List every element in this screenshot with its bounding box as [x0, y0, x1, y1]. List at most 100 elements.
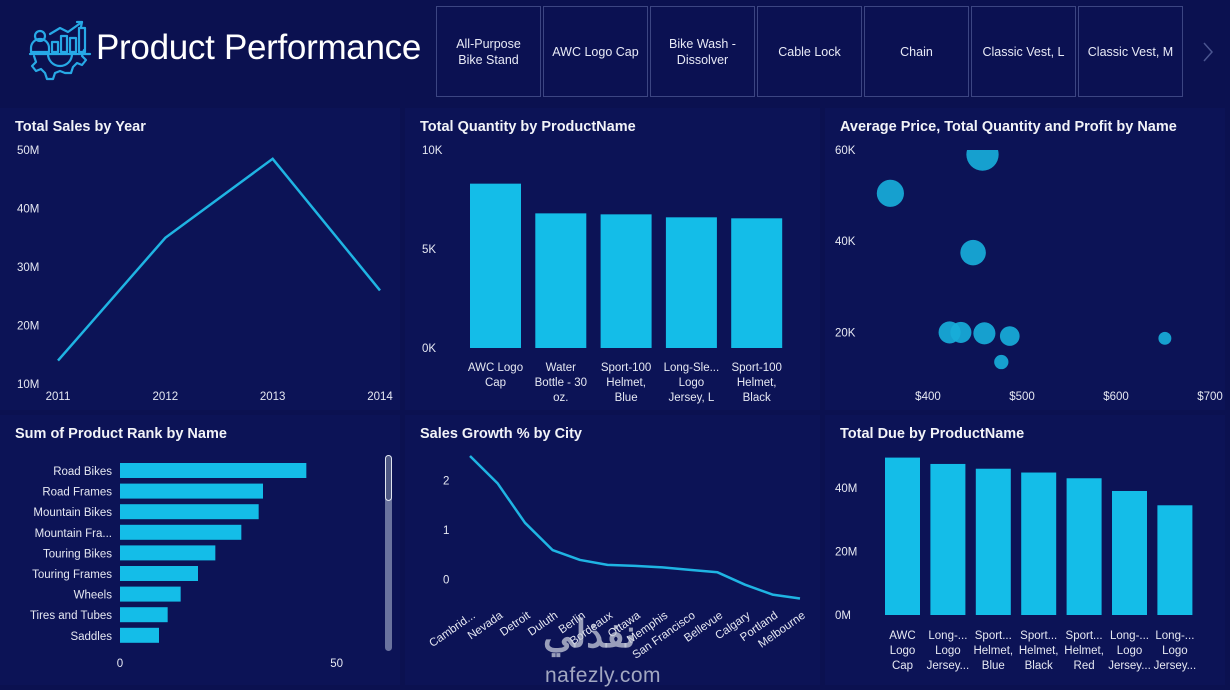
y-tick-label: 10M: [17, 379, 39, 391]
y-tick-label: 5K: [422, 244, 436, 256]
category-label: Long-...: [1110, 630, 1149, 642]
scrollbar-thumb[interactable]: [385, 455, 392, 501]
panel-title: Average Price, Total Quantity and Profit…: [840, 119, 1177, 135]
bar: [470, 183, 521, 348]
category-label: Logo: [1117, 645, 1143, 657]
category-label: Helmet,: [1064, 645, 1104, 657]
slicer-item[interactable]: Classic Vest, M: [1078, 6, 1183, 97]
slicer-item[interactable]: Bike Wash - Dissolver: [650, 6, 755, 97]
category-label: Wheels: [74, 590, 113, 602]
x-tick-label: 0: [117, 658, 123, 670]
bar: [1112, 490, 1147, 615]
quantity-by-product-chart: 0K 5K 10K AWC Logo Cap Water Bottle - 30 oz. Spo…: [422, 145, 783, 404]
category-label: AWC Logo: [468, 362, 523, 374]
quantity-by-product-panel: Total Quantity by ProductName 0K 5K 10K AWC…: [405, 108, 820, 410]
category-label: Sport-100: [601, 362, 652, 374]
y-tick-label: 10K: [422, 145, 443, 157]
category-label: Sport...: [1020, 630, 1057, 642]
category-label: Water: [546, 362, 576, 374]
panel-title: Sales Growth % by City: [420, 426, 582, 442]
slicer-item[interactable]: Chain: [864, 6, 969, 97]
category-label: Long-...: [1155, 630, 1194, 642]
x-tick-label: Duluth: [526, 610, 560, 639]
bar: [1066, 478, 1102, 615]
x-tick-label: 2011: [46, 391, 71, 403]
bar: [975, 468, 1011, 615]
category-label: Blue: [615, 392, 638, 404]
slicer-item-label: Cable Lock: [778, 44, 841, 59]
slicer-item[interactable]: All-Purpose Bike Stand: [436, 6, 541, 97]
bar: [120, 463, 307, 478]
category-label: Sport-100: [731, 362, 782, 374]
bar: [120, 627, 159, 643]
category-label: Touring Bikes: [43, 548, 112, 560]
y-tick-label: 20M: [17, 321, 39, 333]
y-tick-label: 50M: [17, 145, 39, 157]
slicer-item[interactable]: Cable Lock: [757, 6, 862, 97]
category-label: Logo: [679, 377, 705, 389]
x-tick-label: $400: [915, 391, 941, 403]
y-tick-label: 0: [443, 575, 449, 587]
bar: [885, 457, 920, 615]
growth-by-city-chart: 012Cambrid...NevadaDetroitDuluthBerlinBo…: [427, 455, 808, 662]
category-label: Black: [743, 392, 771, 404]
slicer-item-label: Bike Wash - Dissolver: [669, 36, 736, 67]
y-tick-label: 30M: [17, 262, 39, 274]
slicer-item-label: Classic Vest, L: [982, 44, 1065, 59]
category-label: Tires and Tubes: [30, 610, 112, 622]
category-label: Helmet,: [737, 377, 777, 389]
slicer-item-label: AWC Logo Cap: [552, 44, 639, 59]
vertical-scrollbar[interactable]: [385, 455, 392, 651]
panel-title: Total Sales by Year: [15, 119, 146, 135]
category-label: Logo: [890, 645, 916, 657]
price-qty-profit-chart: 20K 40K 60K $400 $500 $600 $700: [835, 145, 1223, 403]
bubble: [966, 150, 999, 171]
y-tick-label: 40K: [835, 236, 856, 248]
chevron-right-icon[interactable]: [1200, 40, 1216, 64]
due-by-product-panel: Total Due by ProductName 0M 20M 40M AWC Logo…: [825, 415, 1225, 685]
bar: [535, 213, 587, 348]
panel-title: Total Due by ProductName: [840, 426, 1025, 442]
sales-by-year-panel: Total Sales by Year 10M 20M 30M 40M 50M 2011 2…: [0, 108, 400, 410]
page-title: Product Performance: [96, 28, 422, 67]
rank-by-name-chart: Road Bikes Road Frames Mountain Bikes Mount…: [30, 463, 343, 670]
bubble: [960, 239, 986, 266]
category-label: Sport...: [1066, 630, 1103, 642]
category-label: Road Frames: [42, 487, 112, 499]
bar: [120, 504, 259, 520]
category-label: Blue: [982, 660, 1005, 672]
slicer-item-label: Classic Vest, M: [1087, 44, 1174, 59]
y-tick-label: 20M: [835, 546, 857, 558]
bar: [120, 586, 181, 602]
panel-title: Sum of Product Rank by Name: [15, 426, 227, 442]
category-label: Logo: [1162, 645, 1188, 657]
panel-title: Total Quantity by ProductName: [420, 119, 636, 135]
category-label: Red: [1074, 660, 1095, 672]
category-label: Jersey...: [927, 660, 970, 672]
bar: [120, 607, 168, 623]
slicer-item[interactable]: Classic Vest, L: [971, 6, 1076, 97]
y-tick-label: 20K: [835, 327, 856, 339]
category-label: Road Bikes: [53, 466, 112, 478]
category-label: oz.: [553, 392, 568, 404]
y-tick-label: 0K: [422, 343, 436, 355]
category-label: Mountain Bikes: [33, 507, 112, 519]
bubble: [973, 322, 996, 345]
category-label: Long-Sle...: [664, 362, 720, 374]
y-tick-label: 40M: [835, 483, 857, 495]
bar: [1157, 505, 1193, 615]
category-label: Jersey...: [1108, 660, 1151, 672]
category-label: Black: [1025, 660, 1053, 672]
x-tick-label: $500: [1009, 391, 1035, 403]
analytics-gear-icon: [28, 20, 92, 81]
report-header: Product Performance All-Purpose Bike Sta…: [0, 0, 1230, 105]
sales-by-year-chart: 10M 20M 30M 40M 50M 2011 2012 2013 2014: [17, 145, 393, 403]
growth-line: [469, 455, 801, 600]
category-label: Cap: [485, 377, 506, 389]
x-tick-label: $700: [1197, 391, 1223, 403]
x-tick-label: Detroit: [498, 609, 533, 639]
y-tick-label: 2: [443, 476, 449, 488]
category-label: Saddles: [70, 631, 112, 643]
slicer-item[interactable]: AWC Logo Cap: [543, 6, 648, 97]
growth-by-city-panel: Sales Growth % by City 0 1 2 Cambrid... Neva…: [405, 415, 820, 685]
